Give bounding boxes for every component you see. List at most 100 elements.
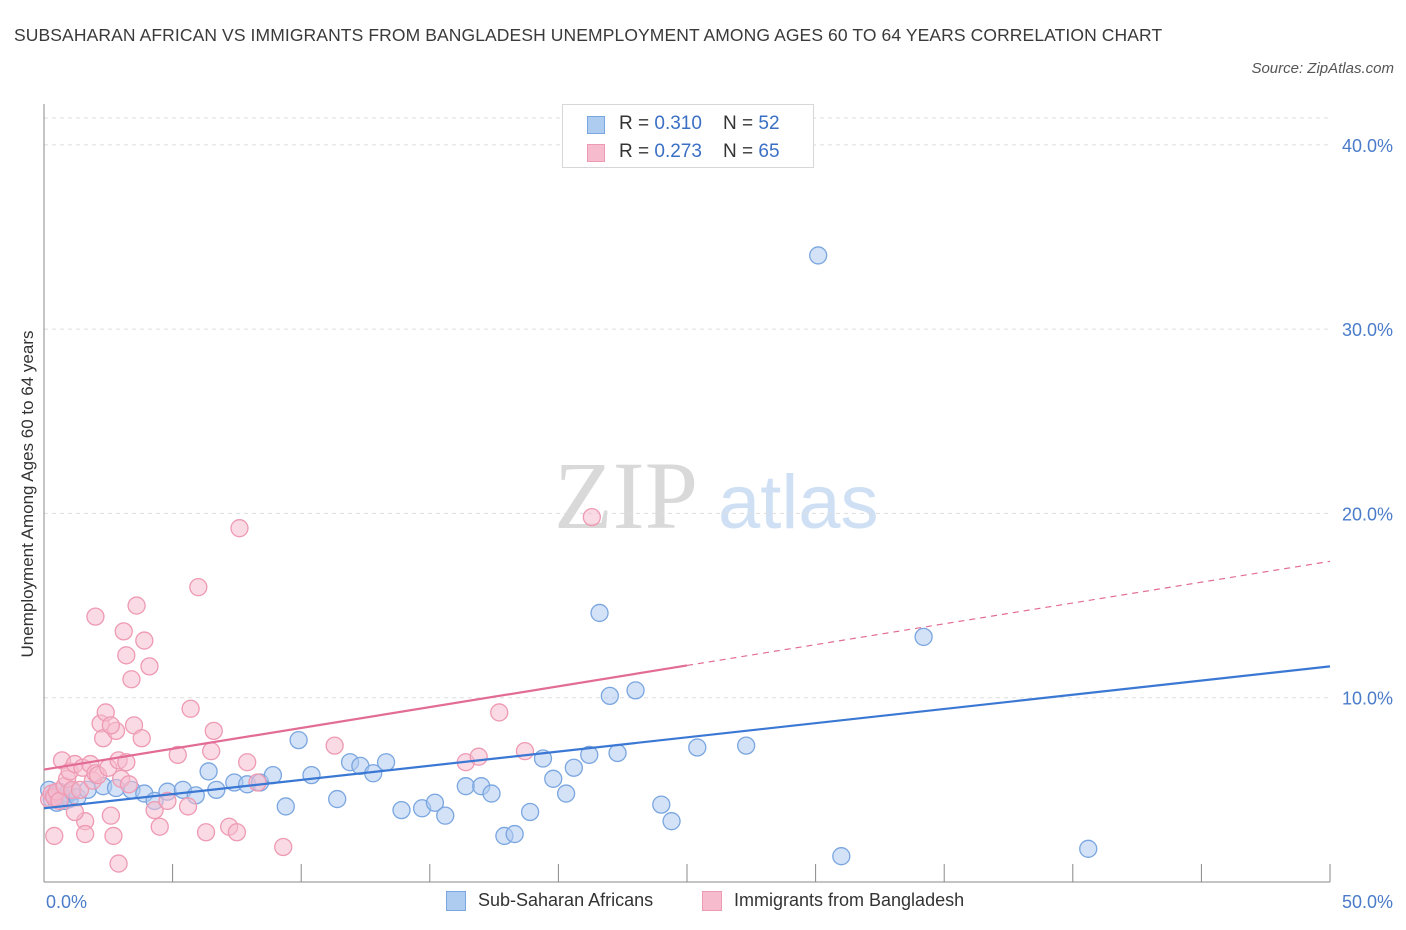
point-subsaharan bbox=[328, 789, 347, 809]
point-subsaharan bbox=[662, 812, 681, 831]
grid-lines bbox=[44, 117, 1330, 699]
point-subsaharan bbox=[263, 765, 283, 785]
point-bangladesh bbox=[248, 773, 267, 792]
correlation-legend: R = 0.310 N = 52 R = 0.273 N = 65 bbox=[562, 104, 814, 168]
point-bangladesh bbox=[65, 802, 85, 822]
point-bangladesh bbox=[122, 670, 141, 689]
legend-label: Immigrants from Bangladesh bbox=[734, 890, 965, 910]
n-label: N = bbox=[723, 113, 759, 134]
point-bangladesh bbox=[189, 577, 208, 597]
trend-line-extension bbox=[686, 560, 1331, 667]
point-subsaharan bbox=[302, 765, 321, 785]
point-subsaharan bbox=[626, 681, 645, 700]
point-bangladesh bbox=[135, 631, 154, 650]
point-bangladesh bbox=[227, 823, 247, 842]
point-subsaharan bbox=[608, 743, 627, 763]
point-bangladesh bbox=[515, 742, 535, 761]
point-bangladesh bbox=[168, 745, 187, 764]
point-bangladesh bbox=[117, 646, 136, 665]
point-subsaharan bbox=[580, 745, 599, 764]
trend-line-subsaharan bbox=[43, 665, 1331, 810]
point-subsaharan bbox=[456, 777, 475, 796]
point-bangladesh bbox=[127, 596, 146, 615]
legend-text: R = 0.310 N = 52 bbox=[619, 113, 780, 135]
r-value: 0.310 bbox=[654, 113, 702, 134]
watermark: ZIP atlas bbox=[554, 442, 879, 549]
point-subsaharan bbox=[832, 847, 851, 866]
point-bangladesh bbox=[101, 806, 121, 825]
trend-line-bangladesh bbox=[43, 664, 688, 771]
point-bangladesh bbox=[204, 721, 223, 741]
point-subsaharan bbox=[914, 627, 933, 647]
point-bangladesh bbox=[181, 699, 200, 718]
point-bangladesh bbox=[70, 780, 90, 800]
watermark-atlas: atlas bbox=[718, 460, 879, 545]
point-bangladesh bbox=[114, 622, 133, 641]
point-bangladesh bbox=[145, 800, 164, 820]
point-subsaharan bbox=[392, 800, 411, 820]
point-subsaharan bbox=[544, 769, 563, 788]
legend-label: Sub-Saharan Africans bbox=[478, 890, 654, 910]
y-tick-labels: 10.0% 20.0% 30.0% 40.0% bbox=[1342, 136, 1393, 709]
point-subsaharan bbox=[809, 246, 828, 265]
legend-text: R = 0.273 N = 65 bbox=[619, 141, 780, 163]
legend-swatch-pink bbox=[587, 144, 605, 162]
point-bangladesh bbox=[178, 797, 198, 816]
point-bangladesh bbox=[238, 753, 257, 772]
trend-lines bbox=[43, 560, 1331, 810]
legend-swatch-pink bbox=[702, 891, 722, 911]
point-subsaharan bbox=[376, 753, 396, 772]
point-bangladesh bbox=[140, 657, 159, 676]
n-value: 65 bbox=[758, 141, 780, 162]
point-subsaharan bbox=[564, 758, 583, 777]
point-subsaharan bbox=[482, 784, 501, 803]
point-subsaharan bbox=[505, 824, 524, 844]
point-bangladesh bbox=[104, 826, 123, 846]
point-bangladesh bbox=[45, 826, 64, 846]
point-subsaharan bbox=[737, 736, 756, 755]
point-bangladesh bbox=[158, 791, 177, 811]
point-subsaharan bbox=[276, 797, 295, 816]
point-subsaharan bbox=[436, 806, 455, 825]
r-label: R = bbox=[619, 113, 655, 134]
point-bangladesh bbox=[132, 729, 151, 748]
point-bangladesh bbox=[196, 823, 216, 842]
point-bangladesh bbox=[76, 824, 95, 844]
x-tick-labels: 0.0% 50.0% bbox=[46, 892, 1393, 912]
point-bangladesh bbox=[202, 742, 221, 761]
point-bangladesh bbox=[325, 736, 344, 755]
source-label: Source: ZipAtlas.com bbox=[1251, 60, 1394, 77]
point-subsaharan bbox=[556, 784, 576, 803]
y-tick-label: 30.0% bbox=[1342, 320, 1393, 340]
point-bangladesh bbox=[582, 507, 601, 527]
y-tick-label: 20.0% bbox=[1342, 504, 1393, 524]
point-bangladesh bbox=[150, 817, 169, 836]
point-subsaharan bbox=[652, 795, 671, 814]
r-value: 0.273 bbox=[654, 141, 702, 162]
axes bbox=[43, 104, 1331, 883]
point-bangladesh bbox=[101, 716, 121, 735]
point-subsaharan bbox=[1079, 839, 1098, 858]
point-subsaharan bbox=[590, 603, 609, 623]
point-subsaharan bbox=[688, 738, 707, 757]
point-bangladesh bbox=[230, 519, 249, 538]
r-label: R = bbox=[619, 141, 655, 162]
x-tick-label-max: 50.0% bbox=[1342, 892, 1393, 912]
data-points bbox=[39, 246, 1098, 873]
point-subsaharan bbox=[520, 802, 540, 822]
point-bangladesh bbox=[469, 747, 488, 766]
point-subsaharan bbox=[600, 686, 619, 706]
y-tick-label: 10.0% bbox=[1342, 689, 1393, 709]
n-value: 52 bbox=[758, 113, 780, 134]
x-tick-label-min: 0.0% bbox=[46, 892, 87, 912]
point-subsaharan bbox=[289, 730, 308, 750]
legend-swatch-blue bbox=[587, 116, 605, 134]
y-tick-label: 40.0% bbox=[1342, 136, 1393, 156]
watermark-zip: ZIP bbox=[554, 442, 698, 549]
point-bangladesh bbox=[119, 775, 139, 794]
point-bangladesh bbox=[86, 607, 105, 626]
legend-swatch-blue bbox=[446, 891, 466, 911]
n-label: N = bbox=[723, 141, 759, 162]
point-bangladesh bbox=[109, 854, 128, 873]
